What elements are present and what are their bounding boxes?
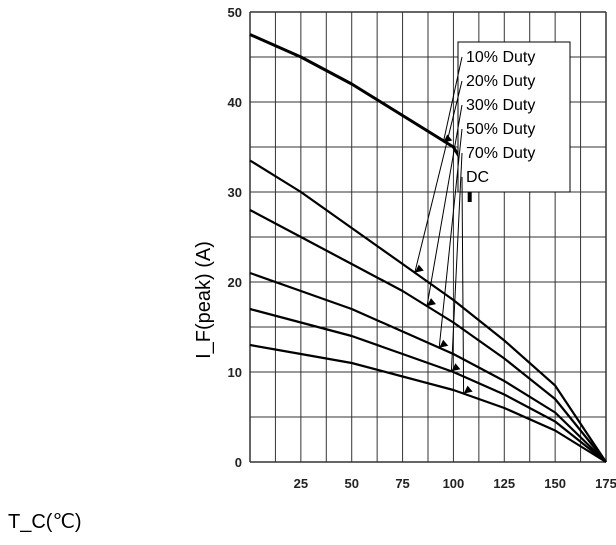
legend-arrow-head <box>426 298 436 307</box>
y-tick-label: 30 <box>228 185 242 200</box>
x-tick-label: 100 <box>443 476 465 491</box>
series-group <box>249 33 607 463</box>
legend-entry: 30% Duty <box>466 97 535 114</box>
series-line-20-duty <box>249 159 607 463</box>
series-line-dc <box>249 343 607 463</box>
legend-box <box>457 41 571 193</box>
legend-leader-line <box>414 80 463 273</box>
legend-arrow-head <box>439 339 449 348</box>
legend-entry: 50% Duty <box>466 121 535 138</box>
legend-arrow-head <box>414 264 424 273</box>
x-tick-label: 75 <box>395 476 409 491</box>
legend: 10% Duty 20% Duty 30% Duty 50% Duty 70% Duty… <box>414 41 571 394</box>
y-tick-label: 10 <box>228 365 242 380</box>
x-tick-label: 125 <box>493 476 515 491</box>
legend-entry: 70% Duty <box>466 145 535 162</box>
y-tick-label: 40 <box>228 95 242 110</box>
legend-leader-line <box>450 152 463 372</box>
legend-leader-line <box>438 128 463 348</box>
series-line-10-duty <box>249 33 471 175</box>
y-tick-label: 20 <box>228 275 242 290</box>
legend-arrow-head <box>463 385 473 394</box>
legend-arrow-head <box>451 363 461 372</box>
legend-leader-line <box>442 56 463 143</box>
x-tick-label: 150 <box>544 476 566 491</box>
x-axis-label: T_C(℃) <box>8 511 82 533</box>
series-line-30-duty <box>249 209 607 463</box>
y-tick-label: 0 <box>235 455 242 470</box>
x-tick-label: 175 <box>595 476 616 491</box>
series-line-50-duty <box>249 271 607 463</box>
x-tick-label: 50 <box>344 476 358 491</box>
legend-entry: 20% Duty <box>466 73 535 90</box>
tick-labels: 0 10 20 30 40 50 25 50 75 100 125 150 175 <box>228 5 616 491</box>
legend-entry: 10% Duty <box>466 49 535 66</box>
legend-entry: DC <box>466 169 489 186</box>
x-tick-label: 25 <box>294 476 308 491</box>
legend-leader-line <box>461 176 465 394</box>
series-line-70-duty <box>249 307 607 463</box>
legend-leader-line <box>426 104 463 307</box>
y-tick-label: 50 <box>228 5 242 20</box>
y-axis-label: I_F(peak) (A) <box>193 241 215 359</box>
